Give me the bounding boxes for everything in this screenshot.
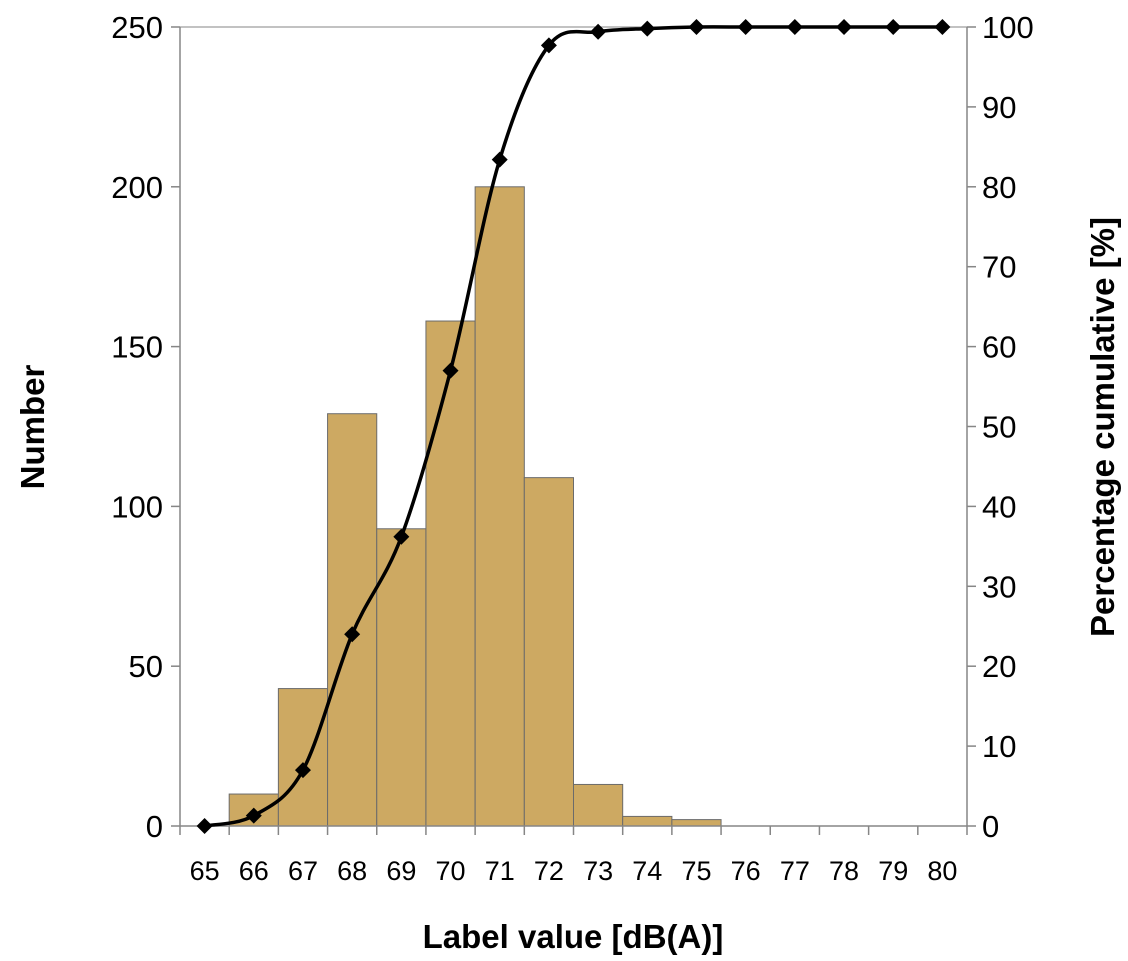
y-tick-label: 100 (111, 489, 163, 524)
y-tick-label: 0 (146, 809, 163, 844)
y-axis-title: Number (14, 365, 51, 490)
bar-68 (327, 413, 378, 827)
cumulative-point-74 (639, 20, 656, 37)
cumulative-point-79 (885, 19, 902, 35)
x-tick-label: 76 (731, 856, 761, 886)
cumulative-point-72 (540, 37, 557, 54)
x-tick-label: 70 (436, 856, 466, 886)
bar-74 (622, 815, 673, 827)
bar-75 (671, 819, 722, 827)
cumulative-point-70 (442, 362, 459, 379)
cumulative-point-65 (196, 818, 213, 834)
bar-series (228, 186, 722, 827)
x-tick-label: 67 (288, 856, 318, 886)
y2-tick-label: 70 (982, 250, 1016, 285)
x-tick-label: 69 (386, 856, 416, 886)
x-tick-label: 78 (829, 856, 859, 886)
cumulative-point-80 (934, 19, 951, 35)
bar-70 (425, 320, 476, 827)
y-tick-label: 50 (129, 649, 163, 684)
x-tick-label: 80 (927, 856, 957, 886)
x-tick-label: 68 (337, 856, 367, 886)
bar-69 (376, 528, 427, 827)
x-tick-label: 77 (780, 856, 810, 886)
y2-tick-label: 30 (982, 569, 1016, 604)
y2-tick-label: 100 (982, 10, 1034, 45)
cumulative-point-77 (786, 19, 803, 35)
y-tick-label: 200 (111, 170, 163, 205)
cumulative-point-78 (836, 19, 853, 35)
x-tick-label: 66 (239, 856, 269, 886)
x-tick-label: 65 (190, 856, 220, 886)
cumulative-point-68 (344, 626, 361, 643)
y2-tick-label: 0 (982, 809, 999, 844)
cumulative-line-series (196, 19, 951, 834)
y2-tick-label: 10 (982, 729, 1016, 764)
y2-tick-label: 40 (982, 489, 1016, 524)
cumulative-point-66 (245, 807, 262, 824)
y2-tick-label: 90 (982, 90, 1016, 125)
cumulative-point-75 (688, 19, 705, 35)
x-tick-label: 79 (878, 856, 908, 886)
y2-axis-title: Percentage cumulative [%] (1084, 217, 1121, 637)
x-axis-title: Label value [dB(A)] (423, 918, 724, 955)
cumulative-point-67 (294, 762, 311, 779)
bar-67 (277, 688, 329, 827)
y-tick-label: 250 (111, 10, 163, 45)
x-tick-label: 72 (534, 856, 564, 886)
x-tick-label: 71 (485, 856, 515, 886)
bar-73 (573, 783, 624, 827)
x-tick-label: 74 (632, 856, 662, 886)
y2-tick-label: 50 (982, 410, 1016, 445)
bar-71 (474, 186, 525, 827)
cumulative-point-71 (491, 151, 508, 168)
bar-72 (523, 477, 574, 827)
y-tick-label: 150 (111, 330, 163, 365)
y2-tick-label: 60 (982, 330, 1016, 365)
axes (171, 26, 976, 835)
cumulative-point-73 (590, 23, 607, 40)
cumulative-point-69 (393, 528, 410, 545)
x-tick-label: 73 (583, 856, 613, 886)
x-tick-label: 75 (681, 856, 711, 886)
y2-tick-label: 80 (982, 170, 1016, 205)
tick-labels: 0 50 100 150 200 250 0 10 20 30 40 50 60 70 80 90 100 65 6… (111, 10, 1033, 886)
y2-tick-label: 20 (982, 649, 1016, 684)
cumulative-point-76 (737, 19, 754, 35)
